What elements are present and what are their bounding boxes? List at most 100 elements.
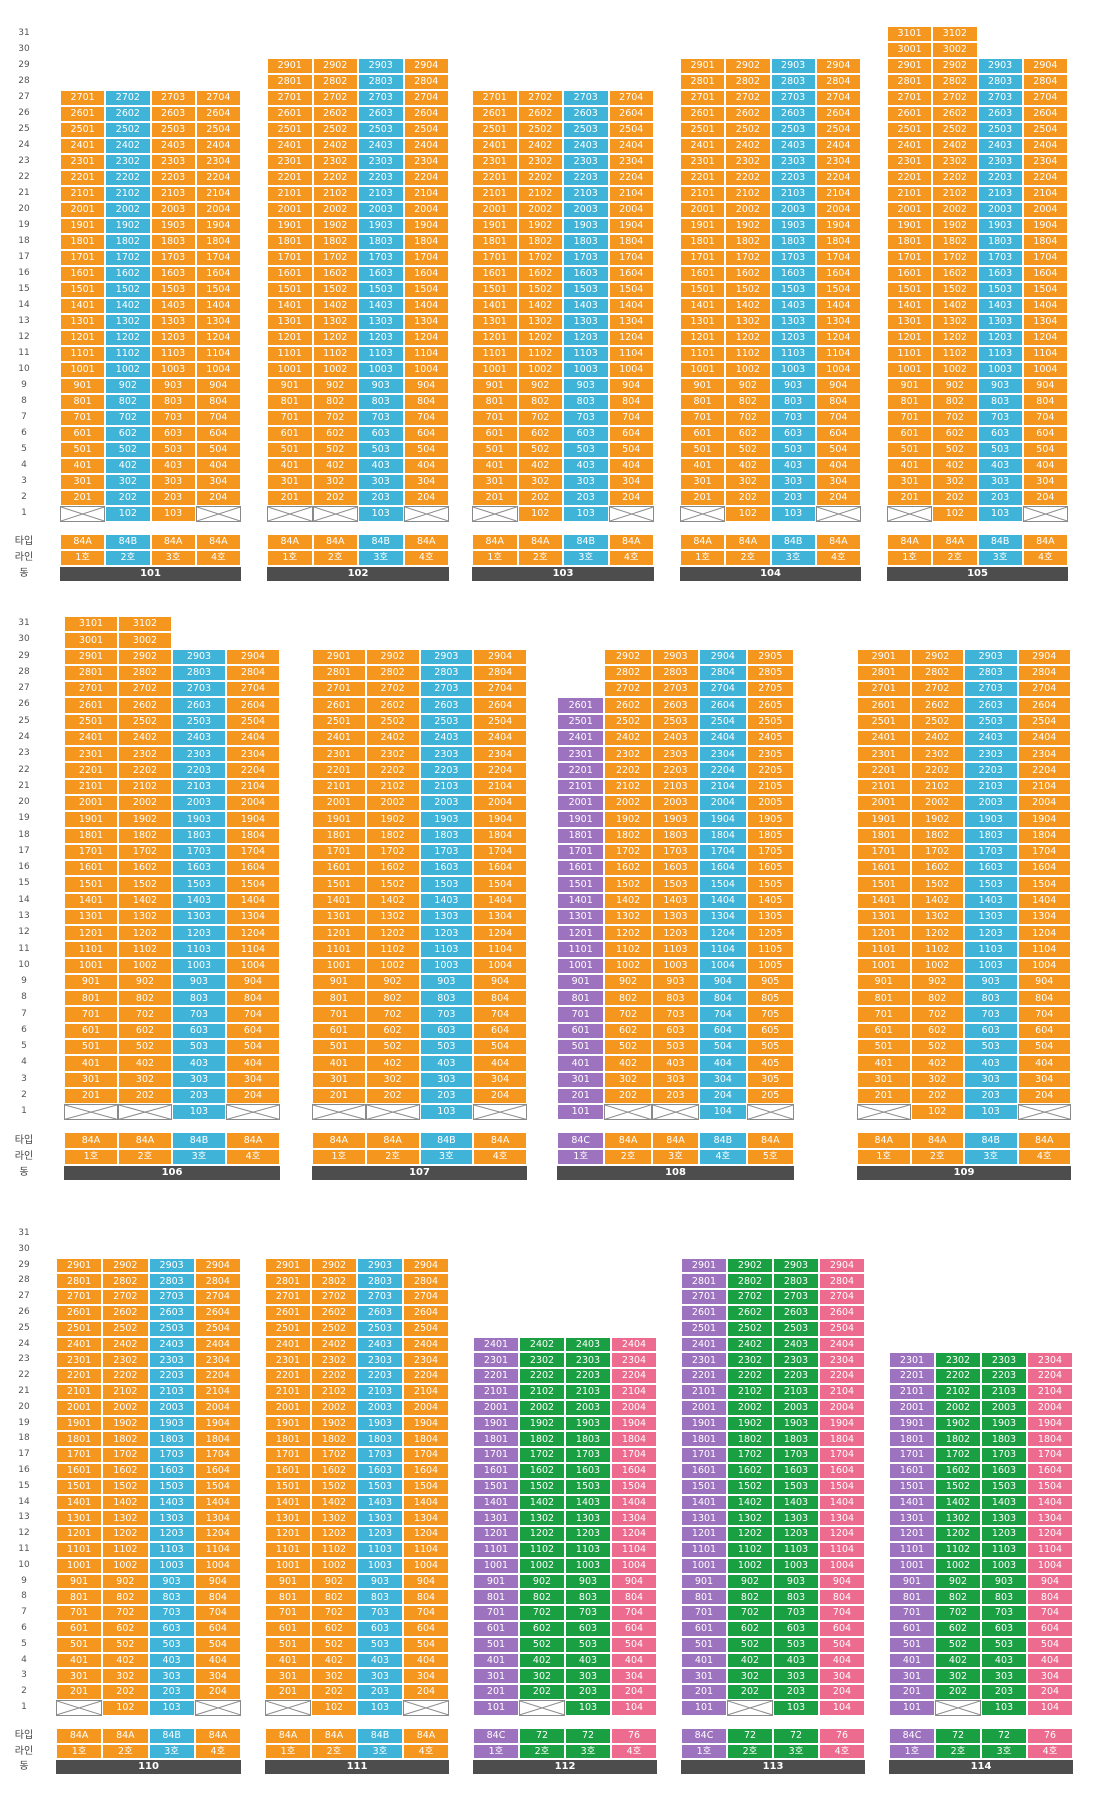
unit-cell[interactable]: 2301 <box>267 154 313 170</box>
unit-cell[interactable]: 1701 <box>889 1447 935 1463</box>
unit-cell[interactable]: 501 <box>312 1039 366 1056</box>
unit-cell[interactable]: 2003 <box>357 1399 403 1416</box>
unit-cell[interactable]: 401 <box>64 1055 118 1072</box>
unit-cell[interactable]: 2303 <box>172 746 226 763</box>
unit-cell[interactable]: 501 <box>56 1636 103 1653</box>
unit-cell[interactable]: 2602 <box>910 697 964 714</box>
unit-cell[interactable]: 2401 <box>265 1336 311 1353</box>
unit-cell[interactable]: 2201 <box>64 762 118 779</box>
unit-cell[interactable]: 1801 <box>473 1431 519 1448</box>
unit-cell[interactable]: 1301 <box>681 1510 727 1527</box>
unit-cell[interactable]: 1203 <box>419 925 474 942</box>
unit-cell[interactable]: 2704 <box>608 90 654 106</box>
unit-cell[interactable]: 301 <box>267 474 313 490</box>
unit-cell[interactable]: 202 <box>311 1684 357 1700</box>
unit-cell[interactable]: 701 <box>857 1006 911 1023</box>
unit-cell[interactable]: 1303 <box>565 1510 611 1527</box>
unit-cell[interactable]: 502 <box>365 1039 420 1056</box>
unit-cell[interactable]: 2101 <box>472 186 518 202</box>
unit-cell[interactable]: 2603 <box>563 106 609 122</box>
unit-cell[interactable]: 2602 <box>932 106 978 122</box>
unit-cell[interactable]: 1902 <box>105 218 151 234</box>
unit-cell[interactable]: 2804 <box>403 74 449 90</box>
unit-cell[interactable]: 2602 <box>102 1305 149 1321</box>
unit-cell[interactable]: 1701 <box>267 250 313 266</box>
unit-cell[interactable]: 2501 <box>681 1320 727 1337</box>
unit-cell[interactable]: 603 <box>148 1621 195 1637</box>
unit-cell[interactable]: 2101 <box>312 778 366 795</box>
unit-cell[interactable]: 1702 <box>105 250 151 266</box>
unit-cell[interactable]: 2502 <box>105 122 151 138</box>
unit-cell[interactable]: 2402 <box>311 1336 357 1353</box>
unit-cell[interactable]: 604 <box>815 426 861 442</box>
unit-cell[interactable]: 2205 <box>746 762 794 779</box>
unit-cell[interactable]: 1703 <box>770 250 816 266</box>
unit-cell[interactable]: 704 <box>815 410 861 426</box>
unit-cell[interactable]: 1404 <box>819 1494 865 1511</box>
unit-cell[interactable]: 1104 <box>403 346 449 362</box>
unit-cell[interactable]: 2601 <box>857 697 911 714</box>
unit-cell[interactable]: 1901 <box>265 1415 311 1432</box>
unit-cell[interactable]: 1901 <box>857 811 911 828</box>
unit-cell[interactable]: 1402 <box>727 1494 773 1511</box>
unit-cell[interactable]: 2904 <box>226 648 280 665</box>
unit-cell[interactable]: 1904 <box>195 218 241 234</box>
unit-cell[interactable]: 501 <box>267 442 313 458</box>
unit-cell[interactable]: 403 <box>981 1652 1027 1669</box>
unit-cell[interactable]: 2402 <box>102 1336 149 1353</box>
unit-cell[interactable]: 101 <box>681 1700 727 1716</box>
unit-cell[interactable]: 1803 <box>565 1431 611 1448</box>
unit-cell[interactable]: 2204 <box>1022 170 1068 186</box>
unit-cell[interactable]: 2004 <box>819 1399 865 1416</box>
unit-cell[interactable]: 703 <box>773 1605 819 1621</box>
unit-cell[interactable]: 302 <box>311 1668 357 1685</box>
unit-cell[interactable]: 2503 <box>172 713 226 730</box>
unit-cell[interactable]: 2002 <box>105 202 151 218</box>
unit-cell[interactable]: 2002 <box>517 202 563 218</box>
unit-cell[interactable]: 2404 <box>403 138 449 154</box>
unit-cell[interactable]: 2204 <box>699 762 747 779</box>
unit-cell[interactable]: 501 <box>680 442 726 458</box>
unit-cell[interactable]: 901 <box>472 378 518 394</box>
unit-cell[interactable]: 1203 <box>773 1526 819 1542</box>
unit-cell[interactable]: 1004 <box>403 1557 449 1574</box>
unit-cell[interactable]: 1504 <box>226 876 280 893</box>
unit-cell[interactable]: 701 <box>680 410 726 426</box>
unit-cell[interactable]: 703 <box>977 410 1023 426</box>
unit-cell[interactable]: 302 <box>604 1071 652 1088</box>
unit-cell[interactable]: 903 <box>770 378 816 394</box>
unit-cell[interactable]: 2203 <box>357 1368 403 1384</box>
unit-cell[interactable]: 1703 <box>565 1447 611 1463</box>
unit-cell[interactable]: 502 <box>311 1636 357 1653</box>
unit-cell[interactable]: 1704 <box>403 1447 449 1463</box>
unit-cell[interactable]: 904 <box>195 378 241 394</box>
unit-cell[interactable]: 1501 <box>680 282 726 298</box>
unit-cell[interactable]: 2202 <box>932 170 978 186</box>
unit-cell[interactable]: 404 <box>194 1652 241 1669</box>
unit-cell[interactable]: 103 <box>981 1700 1027 1716</box>
unit-cell[interactable]: 304 <box>1022 474 1068 490</box>
unit-cell[interactable]: 2802 <box>118 664 172 682</box>
unit-cell[interactable]: 2404 <box>608 138 654 154</box>
unit-cell[interactable]: 202 <box>935 1684 981 1700</box>
unit-cell[interactable]: 1804 <box>226 827 280 844</box>
unit-cell[interactable]: 501 <box>60 442 106 458</box>
unit-cell[interactable]: 1902 <box>312 218 358 234</box>
unit-cell[interactable]: 2603 <box>357 1305 403 1321</box>
unit-cell[interactable]: 203 <box>981 1684 1027 1700</box>
unit-cell[interactable]: 2804 <box>699 664 747 682</box>
unit-cell[interactable]: 303 <box>172 1071 226 1088</box>
unit-cell[interactable]: 2903 <box>419 648 474 665</box>
unit-cell[interactable]: 1003 <box>563 362 609 378</box>
unit-cell[interactable]: 303 <box>148 1668 195 1685</box>
unit-cell[interactable]: 1902 <box>932 218 978 234</box>
unit-cell[interactable]: 1602 <box>932 266 978 282</box>
unit-cell[interactable]: 1905 <box>746 811 794 828</box>
unit-cell[interactable]: 1003 <box>357 1557 403 1574</box>
unit-cell[interactable]: 1104 <box>699 941 747 958</box>
unit-cell[interactable]: 304 <box>473 1071 527 1088</box>
unit-cell[interactable]: 2601 <box>681 1305 727 1321</box>
unit-cell[interactable]: 2302 <box>102 1352 149 1369</box>
unit-cell[interactable]: 1105 <box>746 941 794 958</box>
unit-cell[interactable]: 1203 <box>964 925 1018 942</box>
